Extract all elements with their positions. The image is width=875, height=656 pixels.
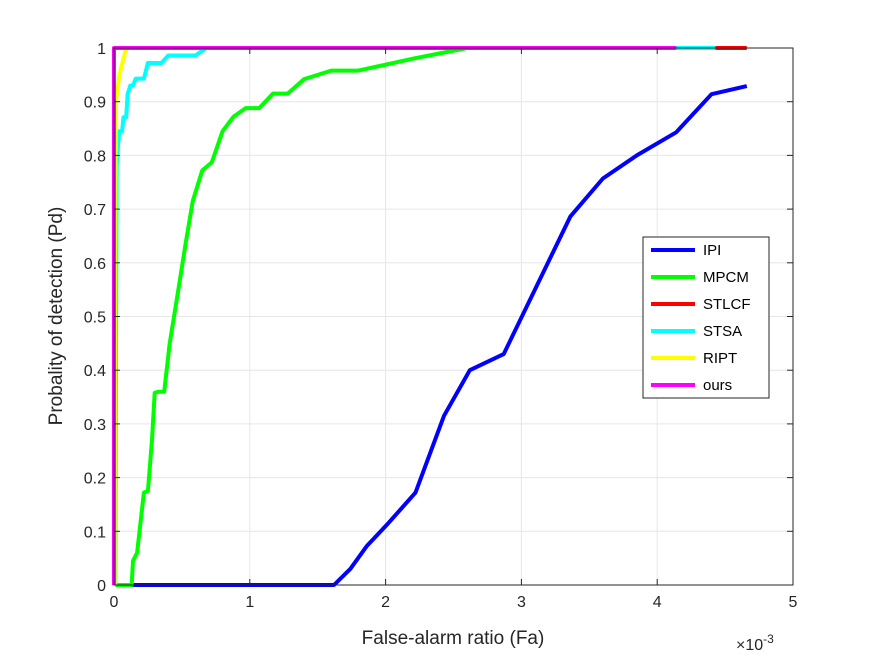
y-tick-label: 0.2 xyxy=(84,471,106,488)
legend-label-ript: RIPT xyxy=(703,350,737,367)
y-tick-label: 0.6 xyxy=(84,256,106,273)
x-tick-label: 5 xyxy=(789,594,798,611)
legend-box xyxy=(642,236,770,399)
x-tick-label: 2 xyxy=(381,594,390,611)
legend-label-stsa: STSA xyxy=(703,323,742,340)
legend-label-ours: ours xyxy=(703,377,732,394)
x-axis-ticks: 0 1 2 3 4 5 xyxy=(110,48,798,611)
x-exponent-label: ×10-3 xyxy=(736,632,774,654)
legend-label-stlcf: STLCF xyxy=(703,296,751,313)
y-tick-label: 0 xyxy=(97,578,106,595)
y-tick-label: 1 xyxy=(97,41,106,58)
x-exponent-base: ×10 xyxy=(736,637,763,654)
y-tick-label: 0.5 xyxy=(84,310,106,327)
y-tick-label: 0.4 xyxy=(84,363,106,380)
series-line-ipi xyxy=(118,84,748,587)
x-tick-label: 0 xyxy=(110,594,119,611)
y-tick-label: 0.3 xyxy=(84,417,106,434)
y-axis-ticks: 0 0.1 0.2 0.3 0.4 0.5 0.6 0.7 0.8 0.9 1 xyxy=(84,41,793,595)
legend-label-mpcm: MPCM xyxy=(703,269,749,286)
y-tick-label: 0.9 xyxy=(84,95,106,112)
legend: IPI MPCM STLCF STSA RIPT ours xyxy=(642,236,770,399)
x-exponent-power: -3 xyxy=(763,632,774,646)
x-tick-label: 1 xyxy=(245,594,254,611)
y-tick-label: 0.1 xyxy=(84,524,106,541)
legend-label-ipi: IPI xyxy=(703,242,721,259)
series-line-mpcm xyxy=(115,46,677,587)
x-axis-label: False-alarm ratio (Fa) xyxy=(362,628,545,649)
y-tick-label: 0.7 xyxy=(84,202,106,219)
y-tick-label: 0.8 xyxy=(84,148,106,165)
x-tick-label: 4 xyxy=(653,594,662,611)
x-tick-label: 3 xyxy=(517,594,526,611)
series-line-stsa xyxy=(113,46,716,586)
y-axis-label: Probality of detection (Pd) xyxy=(46,207,67,426)
